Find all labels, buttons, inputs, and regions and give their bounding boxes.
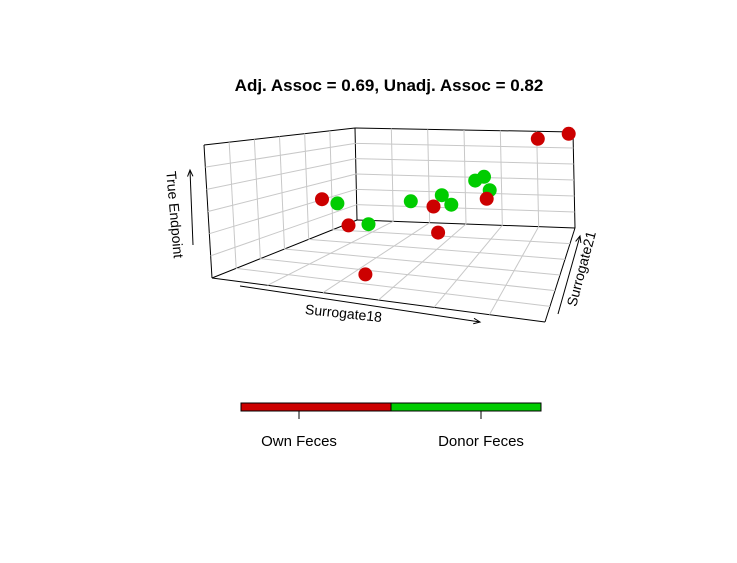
data-point-donor-feces: [444, 197, 459, 212]
x-axis-arrow-head: [473, 317, 482, 325]
data-point-own-feces: [530, 131, 545, 146]
data-point-own-feces: [431, 225, 446, 240]
grid-line: [355, 142, 574, 149]
data-point-own-feces: [358, 267, 373, 282]
y-axis-title: Surrogate21: [563, 229, 598, 308]
grid-lines: [205, 128, 575, 315]
x-axis-title: Surrogate18: [304, 301, 383, 325]
legend-label-own-feces: Own Feces: [261, 433, 337, 450]
z-axis-title: True Endpoint: [163, 170, 187, 259]
y-axis-arrow: [557, 235, 581, 315]
x-axis-arrow: [239, 285, 481, 323]
data-point-donor-feces: [361, 217, 376, 232]
legend-swatch-donor-feces: [390, 402, 542, 412]
axis-arrows: [187, 168, 582, 325]
plot-box: [203, 127, 576, 323]
data-point-donor-feces: [434, 188, 449, 203]
z-axis-arrow: [189, 169, 194, 246]
legend-swatch-own-feces: [240, 402, 392, 412]
legend: Own Feces Donor Feces: [240, 402, 542, 450]
data-point-donor-feces: [468, 173, 483, 188]
data-point-own-feces: [479, 191, 494, 206]
chart-title: Adj. Assoc = 0.69, Unadj. Assoc = 0.82: [235, 76, 544, 95]
data-point-donor-feces: [403, 194, 418, 209]
grid-line: [205, 142, 356, 168]
data-points: [315, 126, 576, 282]
data-point-own-feces: [341, 218, 356, 233]
legend-label-donor-feces: Donor Feces: [438, 433, 524, 450]
grid-line: [332, 229, 571, 245]
data-point-own-feces: [315, 192, 329, 207]
y-axis-arrow-head: [575, 234, 582, 244]
data-point-own-feces: [426, 199, 441, 214]
data-point-donor-feces: [330, 196, 345, 211]
data-point-own-feces: [561, 126, 576, 141]
z-axis-arrow-head: [187, 168, 194, 177]
